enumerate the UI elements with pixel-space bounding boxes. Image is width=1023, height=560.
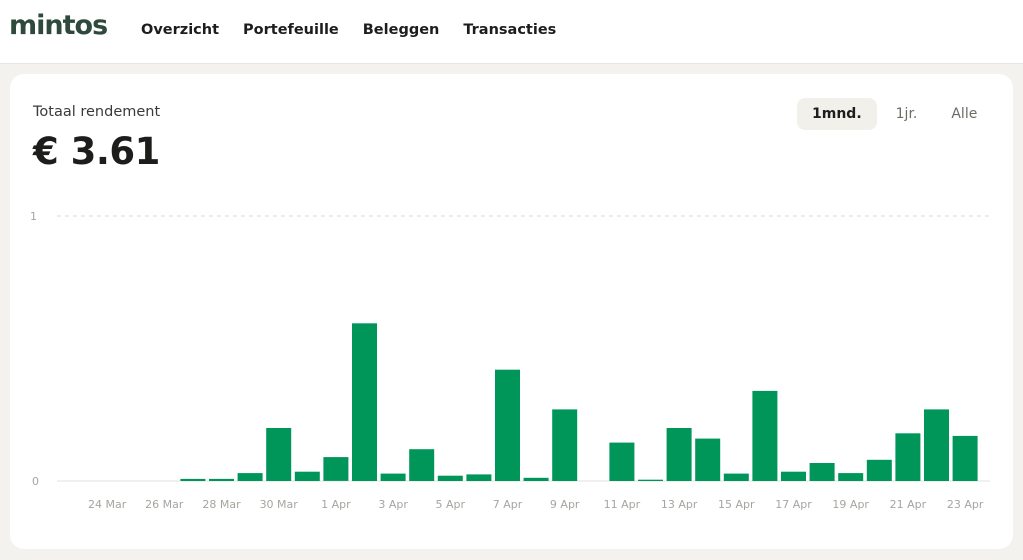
x-tick-label: 28 Mar xyxy=(202,498,241,511)
bar-4-apr[interactable] xyxy=(409,449,435,481)
range-tabs: 1mnd. 1jr. Alle xyxy=(797,98,996,130)
bar-12-apr[interactable] xyxy=(638,479,663,481)
range-tab-1-year[interactable]: 1jr. xyxy=(895,106,918,122)
x-tick-label: 13 Apr xyxy=(661,498,698,511)
bar-27-mar[interactable] xyxy=(180,478,206,481)
top-navigation-bar: mintos Overzicht Portefeuille Beleggen T… xyxy=(0,0,1023,64)
x-tick-label: 19 Apr xyxy=(832,498,869,511)
bar-2-apr[interactable] xyxy=(352,323,377,481)
x-tick-label: 9 Apr xyxy=(550,498,580,511)
bar-22-apr[interactable] xyxy=(924,409,949,481)
x-tick-label: 24 Mar xyxy=(88,498,127,511)
bar-11-apr[interactable] xyxy=(609,442,635,481)
x-tick-label: 5 Apr xyxy=(436,498,466,511)
bar-16-apr[interactable] xyxy=(752,390,778,481)
x-tick-label: 17 Apr xyxy=(775,498,812,511)
bar-1-apr[interactable] xyxy=(323,457,349,481)
bar-28-mar[interactable] xyxy=(209,478,234,481)
nav-item-transacties[interactable]: Transacties xyxy=(463,22,557,38)
bar-13-apr[interactable] xyxy=(666,428,692,481)
total-return-value: € 3.61 xyxy=(33,130,160,173)
mintos-logo[interactable]: mintos xyxy=(9,10,108,41)
bar-5-apr[interactable] xyxy=(437,475,463,481)
range-tab-all[interactable]: Alle xyxy=(951,106,978,122)
daily-return-bar-chart: 1 0 24 Mar 26 Mar 28 Mar 30 Mar 1 Apr 3 Apr 5 … xyxy=(30,210,990,511)
x-tick-label: 23 Apr xyxy=(947,498,984,511)
range-tab-1-month[interactable]: 1mnd. xyxy=(797,98,877,130)
bar-21-apr[interactable] xyxy=(895,433,921,481)
bar-3-apr[interactable] xyxy=(380,473,406,481)
bar-18-apr[interactable] xyxy=(809,463,835,481)
bar-8-apr[interactable] xyxy=(523,477,549,481)
x-tick-label: 3 Apr xyxy=(378,498,408,511)
x-tick-label: 7 Apr xyxy=(493,498,523,511)
total-return-card: Totaal rendement € 3.61 1mnd. 1jr. Alle … xyxy=(10,74,1013,549)
bar-29-mar[interactable] xyxy=(237,473,263,481)
chart-bars xyxy=(180,323,978,481)
bar-9-apr[interactable] xyxy=(552,409,578,481)
x-tick-label: 21 Apr xyxy=(890,498,927,511)
y-tick-label: 0 xyxy=(32,475,39,488)
bar-15-apr[interactable] xyxy=(723,473,749,481)
bar-23-apr[interactable] xyxy=(952,435,978,481)
bar-17-apr[interactable] xyxy=(781,471,806,481)
bar-14-apr[interactable] xyxy=(695,438,721,481)
x-tick-label: 26 Mar xyxy=(145,498,184,511)
x-tick-label: 11 Apr xyxy=(604,498,641,511)
total-return-label: Totaal rendement xyxy=(33,104,161,120)
x-tick-label: 1 Apr xyxy=(321,498,351,511)
x-tick-label: 15 Apr xyxy=(718,498,755,511)
x-axis-tick-labels: 24 Mar 26 Mar 28 Mar 30 Mar 1 Apr 3 Apr 5 Apr 7… xyxy=(88,498,984,511)
nav-item-overzicht[interactable]: Overzicht xyxy=(141,22,220,38)
bar-7-apr[interactable] xyxy=(495,369,520,481)
bar-31-mar[interactable] xyxy=(294,471,320,481)
nav-item-portefeuille[interactable]: Portefeuille xyxy=(243,22,339,38)
y-tick-label: 1 xyxy=(30,210,37,223)
bar-30-mar[interactable] xyxy=(266,428,292,481)
bar-20-apr[interactable] xyxy=(866,459,892,481)
bar-6-apr[interactable] xyxy=(466,474,492,481)
bar-19-apr[interactable] xyxy=(838,473,864,481)
x-tick-label: 30 Mar xyxy=(260,498,299,511)
nav-item-beleggen[interactable]: Beleggen xyxy=(362,22,440,38)
main-nav: Overzicht Portefeuille Beleggen Transact… xyxy=(141,22,556,38)
